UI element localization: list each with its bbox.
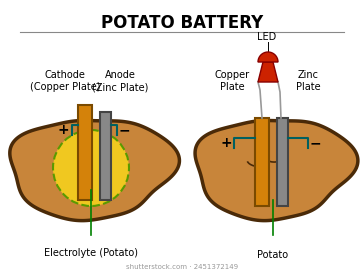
Text: Copper
Plate: Copper Plate <box>214 70 250 92</box>
FancyBboxPatch shape <box>255 118 269 206</box>
Polygon shape <box>10 120 179 221</box>
Polygon shape <box>195 120 358 221</box>
Text: Cathode
(Copper Plate): Cathode (Copper Plate) <box>30 70 100 92</box>
Ellipse shape <box>53 130 129 206</box>
Text: LED: LED <box>257 32 277 42</box>
FancyBboxPatch shape <box>100 112 111 200</box>
FancyBboxPatch shape <box>78 105 92 200</box>
Text: −: − <box>309 136 321 150</box>
Text: Zinc
Plate: Zinc Plate <box>296 70 320 92</box>
Text: POTATO BATTERY: POTATO BATTERY <box>101 14 263 32</box>
Text: Potato: Potato <box>257 250 289 260</box>
Text: +: + <box>57 123 69 137</box>
Text: Electrolyte (Potato): Electrolyte (Potato) <box>44 248 138 258</box>
Text: −: − <box>118 123 130 137</box>
Text: +: + <box>220 136 232 150</box>
Wedge shape <box>258 52 278 62</box>
FancyBboxPatch shape <box>277 118 288 206</box>
Text: shutterstock.com · 2451372149: shutterstock.com · 2451372149 <box>126 264 238 270</box>
Text: Anode
(Zinc Plate): Anode (Zinc Plate) <box>92 70 148 92</box>
Polygon shape <box>258 62 278 82</box>
